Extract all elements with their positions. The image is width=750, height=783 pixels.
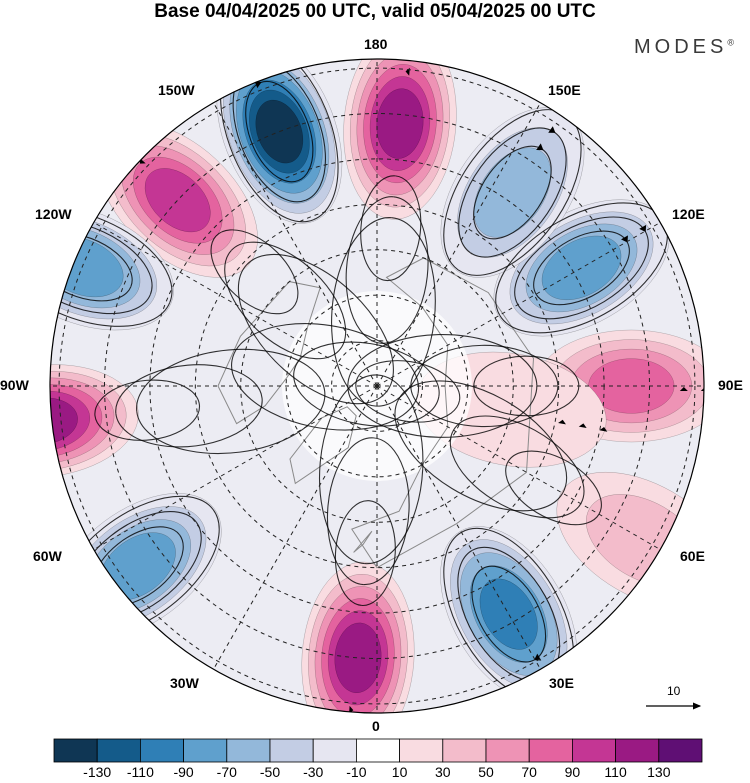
colorbar-tick-label: -30 — [303, 764, 324, 780]
colorbar-box — [355, 738, 400, 763]
lon-label-30w: 30W — [170, 675, 199, 691]
colorbar-tick-label: 110 — [604, 764, 627, 780]
positive-anomaly-cell — [50, 364, 139, 478]
vector-scale-label: 10 — [667, 684, 681, 698]
colorbar-box — [528, 738, 573, 763]
colorbar-box — [658, 738, 703, 763]
colorbar — [53, 738, 703, 763]
lon-label-150e: 150E — [548, 82, 581, 98]
colorbar-tick-label: -10 — [346, 764, 367, 780]
lon-label-120e: 120E — [672, 206, 705, 222]
colorbar-tick-label: 70 — [521, 764, 537, 780]
lon-label-0: 0 — [372, 718, 380, 734]
coastline — [217, 281, 321, 425]
lon-label-180: 180 — [364, 36, 388, 52]
coastlines — [217, 257, 535, 569]
colorbar-box — [269, 738, 314, 763]
colorbar-tick-label: 50 — [478, 764, 494, 780]
lon-label-30e: 30E — [549, 675, 574, 691]
lon-label-150w: 150W — [158, 82, 195, 98]
coastline — [289, 406, 357, 485]
colorbar-tick-label: 130 — [647, 764, 671, 780]
map-border — [49, 58, 705, 714]
coastline — [353, 530, 373, 553]
lon-label-120w: 120W — [35, 206, 72, 222]
colorbar-tick-label: -130 — [83, 764, 112, 780]
colorbar-tick-label: 10 — [391, 764, 408, 780]
colorbar-box — [442, 738, 487, 763]
latitude-circle — [194, 203, 560, 569]
streamline-group — [94, 348, 326, 455]
colorbar-tick-label: -90 — [173, 764, 194, 780]
map-title: Base 04/04/2025 00 UTC, valid 05/04/2025… — [154, 1, 596, 22]
lon-label-90w: 90W — [0, 377, 29, 393]
colorbar-tick-label: 90 — [564, 764, 581, 780]
colorbar-tick-label: -70 — [216, 764, 237, 780]
colorbar-box — [312, 738, 357, 763]
positive-anomaly-cell — [301, 561, 415, 713]
colorbar-box — [139, 738, 184, 763]
colorbar-box — [399, 738, 444, 763]
colorbar-box — [183, 738, 228, 763]
streamline-group — [318, 374, 424, 713]
colorbar-tick-label: 30 — [435, 764, 451, 780]
lon-label-90e: 90E — [718, 377, 743, 393]
colorbar-box — [572, 738, 617, 763]
colorbar-box — [485, 738, 530, 763]
colorbar-box — [53, 738, 98, 763]
positive-anomaly-cell — [343, 59, 457, 220]
lon-label-60e: 60E — [680, 548, 705, 564]
streamline-group — [50, 207, 173, 327]
modes-logo: MODES® — [634, 36, 734, 59]
lon-label-60w: 60W — [33, 548, 62, 564]
latitude-circle — [58, 67, 696, 705]
colorbar-box — [226, 738, 271, 763]
latitude-circle — [331, 340, 423, 432]
colorbar-tick-label: -50 — [259, 764, 281, 780]
streamline-group — [331, 67, 436, 407]
brand-name: MODES — [634, 36, 728, 58]
streamline-group — [231, 323, 608, 432]
registered-mark: ® — [727, 37, 734, 48]
colorbar-tick-label: -110 — [126, 764, 154, 780]
colorbar-box — [615, 738, 660, 763]
coastline — [351, 257, 535, 569]
colorbar-box — [96, 738, 141, 763]
